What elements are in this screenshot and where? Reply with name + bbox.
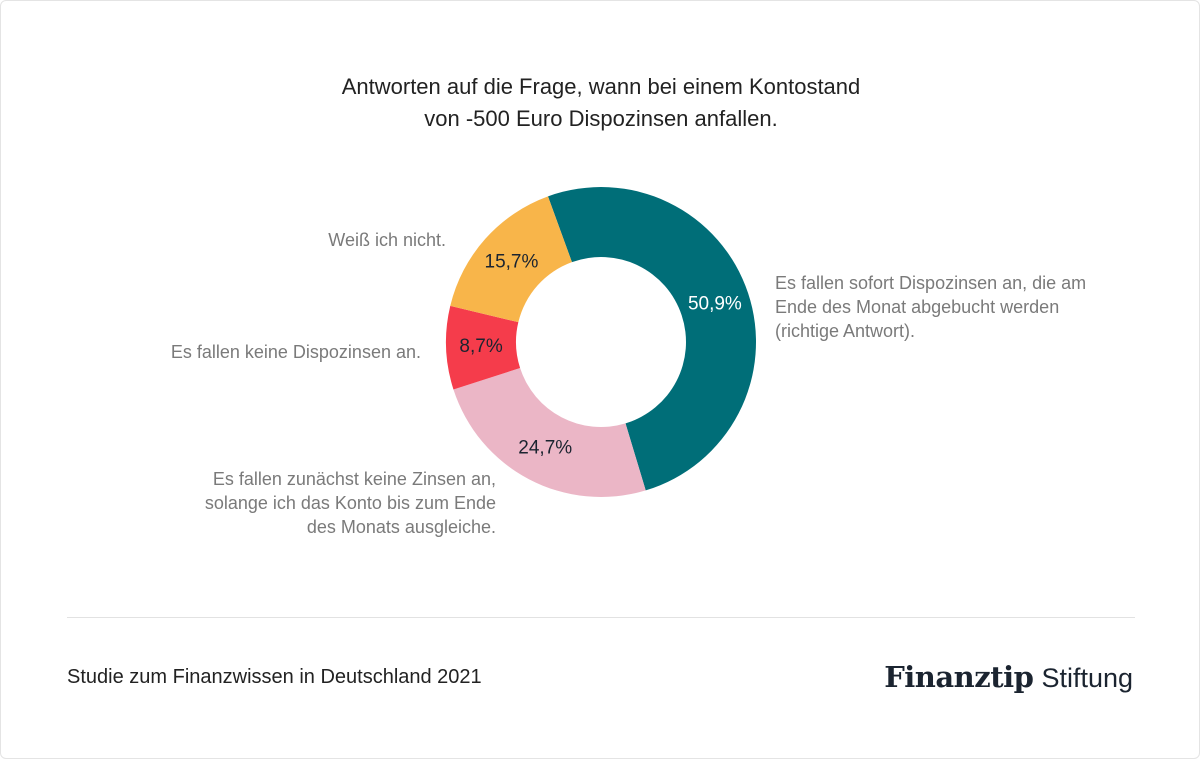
chart-title-line-1: Antworten auf die Frage, wann bei einem …	[341, 74, 861, 99]
donut-slice-sofort	[547, 187, 756, 491]
category-label-weiss-nicht: Weiß ich nicht.	[328, 230, 446, 250]
category-label-zunaechst-keine-zinsen: Es fallen zunächst keine Zinsen an, sola…	[204, 469, 496, 537]
slice-value-label-weiss-nicht: 15,7%	[485, 252, 539, 273]
brand-name-light: Stiftung	[1041, 663, 1133, 693]
donut-slice-weiss-nicht	[450, 196, 572, 323]
chart-title: Antworten auf die Frage, wann bei einem …	[241, 71, 961, 135]
finanztip-stiftung-logo: Finanztip Stiftung	[884, 657, 1133, 703]
donut-slice-keine-dispozinsen	[446, 305, 521, 390]
slice-value-label-sofort: 50,9%	[688, 294, 742, 315]
brand-name-bold: Finanztip	[884, 660, 1034, 694]
slice-value-label-zunaechst-keine-zinsen: 24,7%	[518, 438, 572, 459]
chart-title-line-2: von -500 Euro Dispozinsen anfallen.	[424, 106, 778, 131]
source-text: Studie zum Finanzwissen in Deutschland 2…	[67, 666, 482, 688]
donut-slice-zunaechst-keine-zinsen	[453, 368, 646, 498]
slice-value-label-keine-dispozinsen: 8,7%	[459, 336, 502, 357]
category-label-sofort: Es fallen sofort Dispozinsen an, die am …	[775, 273, 1087, 341]
footer-divider	[67, 617, 1135, 618]
category-label-keine-dispozinsen: Es fallen keine Dispozinsen an.	[170, 342, 421, 362]
